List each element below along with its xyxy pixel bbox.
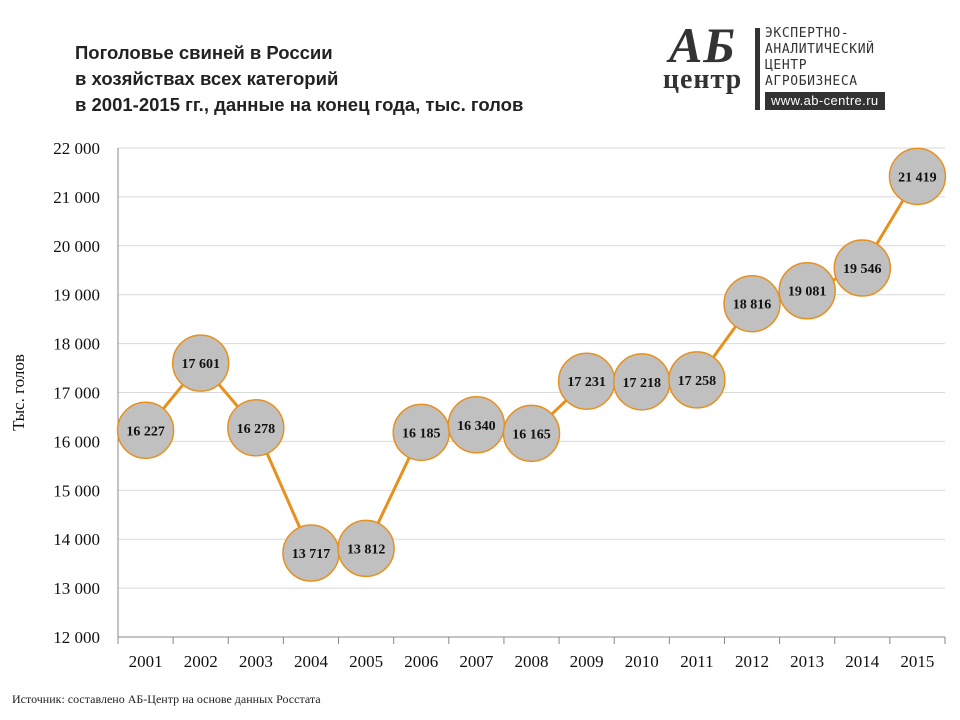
data-point-marker — [171, 334, 230, 392]
x-tick-label: 2008 — [515, 652, 549, 671]
data-point-marker — [778, 261, 836, 320]
data-label: 17 258 — [678, 374, 717, 389]
data-point-marker — [668, 351, 726, 409]
data-label: 21 419 — [898, 170, 937, 185]
y-tick-label: 15 000 — [53, 481, 100, 500]
x-tick-label: 2006 — [404, 652, 438, 671]
x-tick-label: 2002 — [184, 652, 218, 671]
data-label: 19 546 — [843, 262, 882, 277]
y-tick-label: 20 000 — [53, 237, 100, 256]
data-point-marker — [833, 239, 892, 297]
title-line-3: в 2001-2015 гг., данные на конец года, т… — [75, 94, 524, 115]
data-label: 17 601 — [181, 357, 220, 372]
x-tick-label: 2011 — [680, 652, 713, 671]
data-point-marker — [888, 147, 947, 206]
data-point-marker — [337, 519, 395, 578]
y-tick-label: 17 000 — [53, 384, 100, 403]
logo-text-line-2: АНАЛИТИЧЕСКИЙ — [765, 42, 875, 57]
x-tick-label: 2007 — [459, 652, 494, 671]
logo-url: www.ab-centre.ru — [765, 92, 885, 110]
source-note: Источник: составлено АБ-Центр на основе … — [12, 692, 321, 706]
x-tick-label: 2013 — [790, 652, 824, 671]
y-tick-label: 19 000 — [53, 286, 100, 305]
y-tick-label: 16 000 — [53, 432, 100, 451]
logo-mark-bottom: центр — [662, 64, 743, 95]
logo-text: ЭКСПЕРТНО- АНАЛИТИЧЕСКИЙ ЦЕНТР АГРОБИЗНЕ… — [765, 26, 885, 110]
x-tick-label: 2001 — [129, 652, 163, 671]
x-tick-label: 2012 — [735, 652, 769, 671]
data-point-marker — [116, 401, 175, 460]
x-tick-label: 2010 — [625, 652, 659, 671]
data-label: 17 231 — [567, 375, 606, 390]
ab-centre-logo: АБ центр ЭКСПЕРТНО- АНАЛИТИЧЕСКИЙ ЦЕНТР … — [655, 17, 925, 114]
x-tick-label: 2003 — [239, 652, 273, 671]
y-tick-label: 18 000 — [53, 335, 100, 354]
data-label: 17 218 — [623, 376, 662, 391]
x-tick-label: 2015 — [900, 652, 934, 671]
title-line-1: Поголовье свиней в России — [75, 42, 333, 63]
data-label: 13 717 — [292, 547, 331, 562]
data-point-marker — [723, 274, 781, 333]
data-point-marker — [227, 399, 285, 457]
logo-mark: АБ центр — [655, 17, 750, 95]
y-tick-label: 21 000 — [53, 188, 100, 207]
logo-text-line-1: ЭКСПЕРТНО- — [765, 26, 850, 41]
x-tick-label: 2014 — [845, 652, 880, 671]
data-label: 16 227 — [126, 424, 165, 439]
x-tick-label: 2004 — [294, 652, 329, 671]
logo-divider — [755, 28, 760, 110]
data-label: 16 165 — [512, 427, 551, 442]
line-chart: 12 000 13 000 14 000 15 000 16 000 17 000 18 0… — [9, 139, 947, 671]
y-tick-label: 13 000 — [53, 579, 100, 598]
data-label: 16 278 — [237, 422, 276, 437]
x-tick-label: 2009 — [570, 652, 604, 671]
data-label: 19 081 — [788, 285, 827, 300]
logo-text-line-3: ЦЕНТР — [765, 58, 808, 73]
logo-text-line-4: АГРОБИЗНЕСА — [765, 74, 858, 89]
y-tick-label: 22 000 — [53, 139, 100, 158]
data-label: 16 185 — [402, 426, 441, 441]
logo-mark-top: АБ — [668, 17, 737, 73]
x-tick-label: 2005 — [349, 652, 383, 671]
y-axis-label: Тыс. голов — [9, 354, 28, 431]
data-label: 18 816 — [733, 298, 772, 313]
title-line-2: в хозяйствах всех категорий — [75, 68, 339, 89]
series-line — [144, 175, 919, 555]
data-point-marker — [502, 404, 561, 463]
chart-title: Поголовье свиней в России в хозяйствах в… — [75, 40, 635, 118]
data-label: 16 340 — [457, 419, 496, 434]
y-tick-label: 12 000 — [53, 628, 100, 647]
y-tick-label: 14 000 — [53, 530, 100, 549]
data-label: 13 812 — [347, 542, 386, 557]
